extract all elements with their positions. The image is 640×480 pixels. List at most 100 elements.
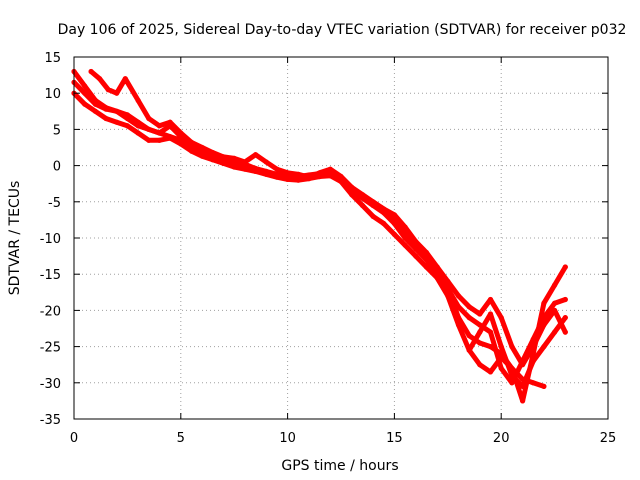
x-tick-label: 15 xyxy=(386,431,403,446)
data-point xyxy=(477,340,483,346)
data-point xyxy=(349,192,355,198)
x-tick-label: 20 xyxy=(493,431,510,446)
data-point xyxy=(498,351,504,357)
data-point xyxy=(498,315,504,321)
x-tick-label: 10 xyxy=(279,431,296,446)
data-point xyxy=(487,296,494,303)
data-point xyxy=(413,253,419,259)
data-point xyxy=(562,264,568,270)
data-point xyxy=(103,115,109,122)
data-point xyxy=(156,130,162,136)
y-tick-label: 15 xyxy=(44,51,61,66)
data-point xyxy=(487,369,494,375)
y-tick-label: 10 xyxy=(44,87,61,102)
data-point xyxy=(520,376,526,382)
data-point xyxy=(391,212,397,218)
y-tick-label: 5 xyxy=(53,123,61,138)
series-track-5 xyxy=(466,347,547,389)
data-point xyxy=(210,150,216,156)
data-point xyxy=(349,184,355,190)
data-point xyxy=(423,264,429,270)
data-point xyxy=(306,174,312,180)
y-tick-label: -20 xyxy=(40,304,61,319)
data-point xyxy=(285,176,291,182)
x-axis-title: GPS time / hours xyxy=(281,458,398,474)
data-point xyxy=(455,315,462,321)
data-point xyxy=(498,365,504,371)
data-point xyxy=(285,170,291,176)
data-point xyxy=(466,315,472,321)
data-point xyxy=(92,108,98,114)
data-point xyxy=(327,173,333,179)
data-point xyxy=(274,174,280,180)
y-tick-label: -10 xyxy=(40,232,61,247)
data-point xyxy=(82,90,88,96)
data-point xyxy=(82,83,88,89)
data-point xyxy=(97,76,103,82)
data-point xyxy=(381,220,387,227)
data-point xyxy=(231,164,237,170)
data-point xyxy=(135,97,141,103)
data-point xyxy=(178,141,184,147)
data-point xyxy=(434,275,440,281)
data-point xyxy=(434,264,440,270)
x-tick-label: 5 xyxy=(177,431,185,446)
data-point xyxy=(413,239,419,245)
x-tick-label: 25 xyxy=(600,431,617,446)
data-point xyxy=(487,344,494,350)
data-point xyxy=(156,137,162,143)
data-point xyxy=(199,153,205,159)
y-tick-label: -5 xyxy=(48,196,61,211)
data-point xyxy=(188,148,195,154)
data-point xyxy=(391,231,397,237)
data-point xyxy=(359,193,365,199)
data-point xyxy=(210,157,216,163)
data-point xyxy=(114,108,120,114)
x-tick-label: 0 xyxy=(70,431,78,446)
data-point xyxy=(122,76,128,82)
data-point xyxy=(114,119,120,125)
data-point xyxy=(530,351,536,357)
data-point xyxy=(146,137,152,143)
data-point xyxy=(498,354,504,361)
data-point xyxy=(466,304,472,310)
data-point xyxy=(220,154,227,160)
data-point xyxy=(188,139,195,145)
y-tick-label: -35 xyxy=(40,413,61,428)
data-point xyxy=(498,344,504,350)
data-point xyxy=(253,168,259,174)
data-point xyxy=(124,115,130,122)
data-point xyxy=(541,383,547,389)
data-point xyxy=(402,224,408,230)
data-point xyxy=(242,166,248,172)
data-point xyxy=(263,171,269,177)
data-point xyxy=(156,123,162,129)
data-point xyxy=(466,347,472,353)
data-point xyxy=(455,293,462,299)
data-point xyxy=(541,344,547,350)
data-point xyxy=(338,173,344,180)
data-point xyxy=(359,202,365,208)
chart-title: Day 106 of 2025, Sidereal Day-to-day VTE… xyxy=(58,22,627,38)
data-point xyxy=(477,329,483,335)
data-point xyxy=(274,166,280,172)
data-point xyxy=(509,380,515,386)
data-point xyxy=(541,322,547,328)
data-point xyxy=(146,126,152,132)
data-point xyxy=(552,307,558,313)
y-tick-label: 0 xyxy=(53,160,61,175)
data-point xyxy=(487,329,494,335)
data-point xyxy=(552,300,558,306)
data-point xyxy=(520,362,526,368)
data-point xyxy=(402,242,408,248)
data-point xyxy=(562,296,568,303)
data-point xyxy=(520,398,526,404)
data-point xyxy=(167,135,173,141)
data-point xyxy=(124,123,130,129)
data-point xyxy=(135,130,141,136)
data-point xyxy=(466,333,472,339)
data-point xyxy=(231,155,237,161)
y-tick-label: -25 xyxy=(40,341,61,356)
data-point xyxy=(146,115,152,122)
